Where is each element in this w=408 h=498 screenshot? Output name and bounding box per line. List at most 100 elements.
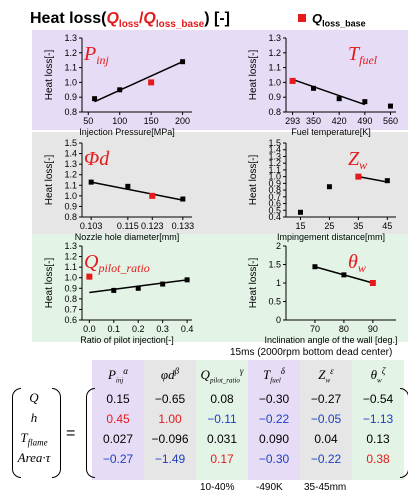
data-point: [311, 85, 316, 91]
data-point: [117, 87, 123, 93]
y-tick-label: 1.1: [268, 165, 281, 175]
base-point: [289, 77, 296, 84]
equation-column-header: θwζ: [370, 366, 386, 385]
timing-note: 15ms (2000rpm bottom dead center): [230, 347, 393, 358]
y-axis-label: Heat loss[-]: [248, 49, 259, 100]
y-tick-label: 1.4: [64, 149, 77, 159]
x-tick-label: 0.3: [156, 324, 169, 334]
x-tick-label: 80: [339, 324, 349, 334]
right-parenthesis: [52, 388, 61, 478]
y-tick-label: 1.5: [64, 138, 77, 148]
y-tick-label: 1.0: [268, 172, 281, 182]
parameter-label: Φd: [84, 148, 110, 170]
x-tick-label: 70: [310, 324, 320, 334]
x-tick-label: 200: [175, 116, 190, 126]
y-tick-label: 0.8: [64, 294, 77, 304]
x-axis-label: Fuel temperature[K]: [291, 127, 371, 137]
data-point: [180, 196, 186, 202]
y-tick-label: 1.5: [268, 260, 281, 270]
coefficient-cell: 0.15: [106, 392, 130, 406]
coefficient-cell: 0.031: [206, 432, 238, 446]
equals-sign: =: [66, 425, 76, 442]
x-tick-label: 490: [357, 116, 372, 126]
scatter-chart-6: 0 0.5 1 1.5 2 70 80 90 Inclination angle of the …: [204, 238, 408, 347]
coefficient-cell: −0.65: [154, 392, 186, 406]
y-tick-label: 0.7: [64, 304, 77, 314]
y-tick-label: 0.8: [64, 107, 77, 117]
header-prefix: Heat loss(: [30, 10, 107, 27]
column-background: [92, 360, 144, 480]
data-point: [312, 264, 318, 270]
y-tick-label: 1.3: [268, 151, 281, 161]
coefficient-cell: 0.45: [106, 412, 130, 426]
data-point: [388, 103, 393, 109]
y-tick-label: 0.8: [64, 212, 77, 222]
header-q: Qloss/Qloss_base: [106, 10, 205, 31]
x-tick-label: 25: [324, 221, 334, 231]
y-tick-label: 1.0: [268, 77, 281, 87]
scatter-chart-4: 0.4 0.5 0.6 0.7 0.8 0.9 1.0 1.1 1.2 1.3 1.4 1.5 15 25…: [204, 135, 408, 244]
data-point: [180, 59, 186, 65]
y-tick-label: 1.0: [64, 273, 77, 283]
data-point: [111, 287, 117, 293]
column-background: [248, 360, 300, 480]
coefficient-cell: −0.27: [310, 392, 342, 406]
x-tick-label: 100: [112, 116, 127, 126]
y-tick-label: 1.3: [268, 33, 281, 43]
x-tick-label: 0.2: [132, 324, 145, 334]
y-tick-label: 1.3: [64, 159, 77, 169]
y-axis-label: Heat loss[-]: [44, 257, 55, 308]
data-point: [297, 209, 303, 215]
coefficient-cell: −1.49: [154, 452, 186, 466]
data-point: [125, 183, 131, 189]
equation-column-header: Zwε: [318, 366, 334, 385]
x-tick-label: 0.4: [181, 324, 194, 334]
coefficient-cell: 0.08: [210, 392, 234, 406]
coefficient-cell: 0.13: [366, 432, 390, 446]
panel-background: [200, 30, 408, 130]
y-tick-label: 0.9: [268, 92, 281, 102]
panel-background: [32, 132, 202, 237]
trend-line: [91, 181, 183, 201]
y-tick-label: 1.4: [268, 145, 281, 155]
y-tick-label: 1.0: [64, 191, 77, 201]
coefficient-cell: −0.05: [310, 412, 342, 426]
coefficient-cell: −0.30: [258, 392, 290, 406]
y-tick-label: 0: [276, 315, 281, 325]
x-tick-label: 0.103: [80, 221, 103, 231]
y-tick-label: 0.5: [268, 205, 281, 215]
x-tick-label: 0.123: [141, 221, 164, 231]
coefficient-cell: 0.38: [366, 452, 390, 466]
range-footnote: 10-40%: [200, 482, 235, 493]
x-tick-label: 90: [368, 324, 378, 334]
y-axis-label: Heat loss[-]: [248, 257, 259, 308]
coefficient-cell: −0.27: [102, 452, 134, 466]
column-background: [144, 360, 196, 480]
coefficient-cell: −0.54: [362, 392, 394, 406]
x-axis-label: Impingement distance[mm]: [277, 232, 385, 242]
y-tick-label: 0.7: [268, 192, 281, 202]
legend-marker: [298, 14, 306, 22]
equation-column-header: Qpilot_ratioγ: [200, 366, 244, 385]
parameter-label: Zw: [348, 148, 367, 172]
left-parenthesis: [12, 388, 21, 478]
y-tick-label: 1.1: [64, 180, 77, 190]
coefficient-cell: −0.30: [258, 452, 290, 466]
x-axis-label: Ratio of pilot injection[-]: [80, 335, 174, 345]
y-tick-label: 0.9: [64, 201, 77, 211]
y-tick-label: 1.1: [268, 63, 281, 73]
data-point: [336, 96, 342, 102]
y-tick-label: 1.3: [64, 241, 77, 251]
x-tick-label: 150: [144, 116, 159, 126]
range-footnote: -490K: [256, 482, 283, 493]
column-background: [300, 360, 352, 480]
x-tick-label: 15: [295, 221, 305, 231]
y-tick-label: 0.8: [268, 107, 281, 117]
base-point: [369, 280, 376, 286]
y-tick-label: 1.2: [64, 48, 77, 58]
y-tick-label: 0.6: [64, 315, 77, 325]
y-axis-label: Heat loss[-]: [44, 154, 55, 205]
y-tick-label: 0.8: [268, 185, 281, 195]
parameter-label: Tfuel: [348, 43, 378, 67]
base-point: [355, 173, 362, 180]
